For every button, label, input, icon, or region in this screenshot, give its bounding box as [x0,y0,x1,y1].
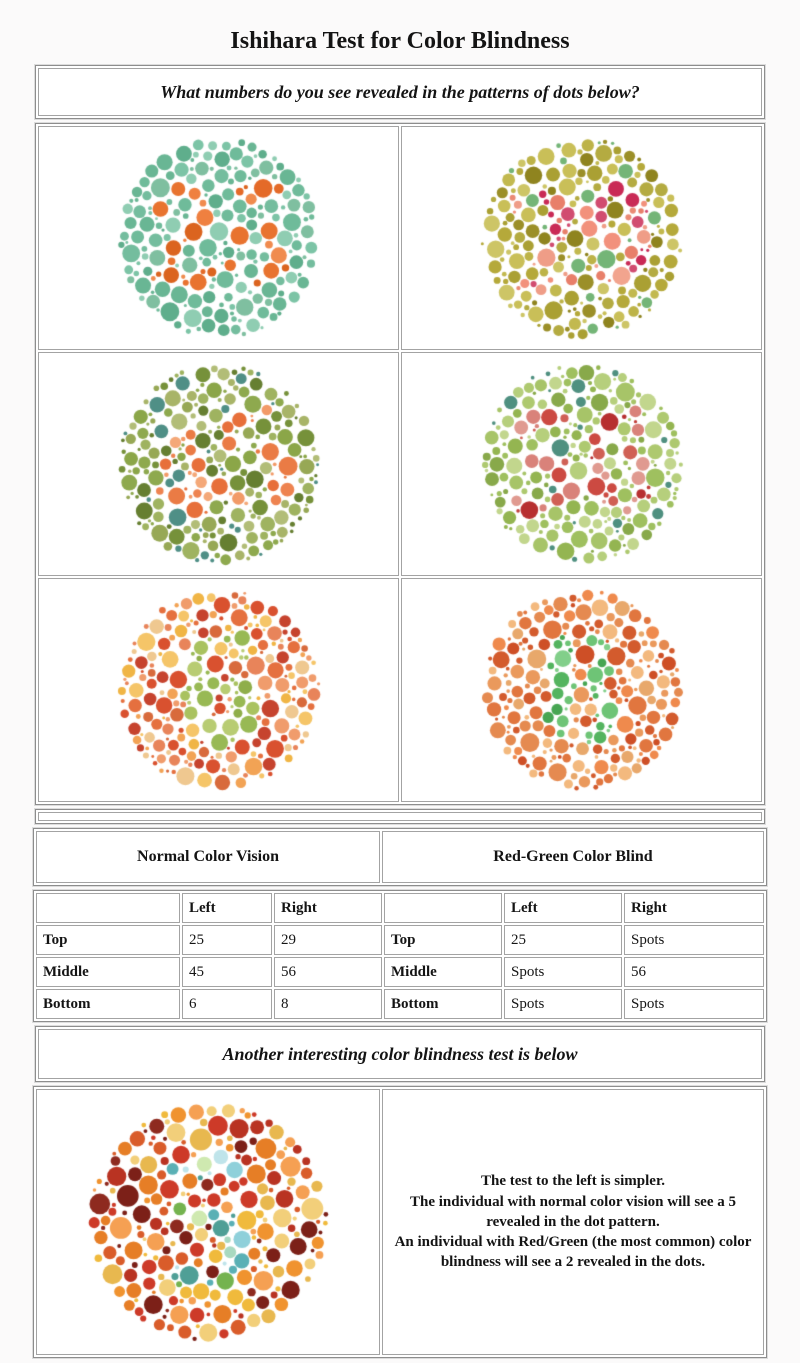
spacer-cell [38,812,762,821]
row-label: Bottom [36,989,180,1019]
ishihara-plate-56 [477,360,686,568]
result-value: 56 [624,957,764,987]
results-header-left-1: Left [182,893,272,923]
plates-row-middle [38,352,762,576]
results-header-right-1: Right [274,893,382,923]
results-header-right-2: Right [624,893,764,923]
ishihara-plate-29 [477,134,686,342]
spacer-strip [34,808,766,825]
result-value: Spots [624,989,764,1019]
plate-cell-bottom-right [401,578,762,802]
result-value: 45 [182,957,272,987]
question-text: What numbers do you see revealed in the … [38,68,762,116]
plates-row-top [38,126,762,350]
another-heading-text: Another interesting color blindness test… [38,1029,762,1079]
result-value: Spots [504,989,622,1019]
explanation-line: The individual with normal color vision … [409,1193,736,1230]
explanation-line: An individual with Red/Green (the most c… [394,1234,752,1271]
result-value: 6 [182,989,272,1019]
results-header-left-2: Left [504,893,622,923]
plate-cell-top-right [401,126,762,350]
normal-vision-header: Normal Color Vision [36,831,380,883]
results-header-row: Left Right Left Right [36,893,764,923]
result-section-headers: Normal Color Vision Red-Green Color Blin… [32,827,768,887]
row-label: Middle [384,957,502,987]
result-value: Spots [624,925,764,955]
results-row-middle: Middle 45 56 Middle Spots 56 [36,957,764,987]
plates-grid [34,122,766,806]
question-box: What numbers do you see revealed in the … [34,64,766,120]
result-value: 25 [504,925,622,955]
results-header-blank-1 [36,893,180,923]
result-value: 8 [274,989,382,1019]
plate-cell-middle-left [38,352,399,576]
ishihara-plate-8 [477,586,686,794]
result-value: 25 [182,925,272,955]
ishihara-plate-6 [114,586,323,794]
row-label: Middle [36,957,180,987]
results-row-bottom: Bottom 6 8 Bottom Spots Spots [36,989,764,1019]
ishihara-plate-5 [85,1099,331,1345]
another-heading-box: Another interesting color blindness test… [34,1025,766,1083]
simple-test-text-cell: The test to the left is simpler. The ind… [382,1089,764,1355]
results-header-blank-2 [384,893,502,923]
results-table: Left Right Left Right Top 25 29 Top 25 S… [32,889,768,1023]
plate-cell-top-left [38,126,399,350]
explanation-line: The test to the left is simpler. [481,1173,665,1190]
result-value: Spots [504,957,622,987]
simple-test-section: The test to the left is simpler. The ind… [32,1085,768,1359]
row-label: Bottom [384,989,502,1019]
result-value: 29 [274,925,382,955]
results-row-top: Top 25 29 Top 25 Spots [36,925,764,955]
result-value: 56 [274,957,382,987]
simple-test-plate-cell [36,1089,380,1355]
plates-row-bottom [38,578,762,802]
colorblind-header: Red-Green Color Blind [382,831,764,883]
explanation-text: The test to the left is simpler. The ind… [384,1171,762,1272]
plate-cell-bottom-left [38,578,399,802]
row-label: Top [384,925,502,955]
ishihara-plate-45 [114,360,323,568]
plate-cell-middle-right [401,352,762,576]
ishihara-plate-25 [114,134,323,342]
page-title: Ishihara Test for Color Blindness [230,28,570,54]
row-label: Top [36,925,180,955]
